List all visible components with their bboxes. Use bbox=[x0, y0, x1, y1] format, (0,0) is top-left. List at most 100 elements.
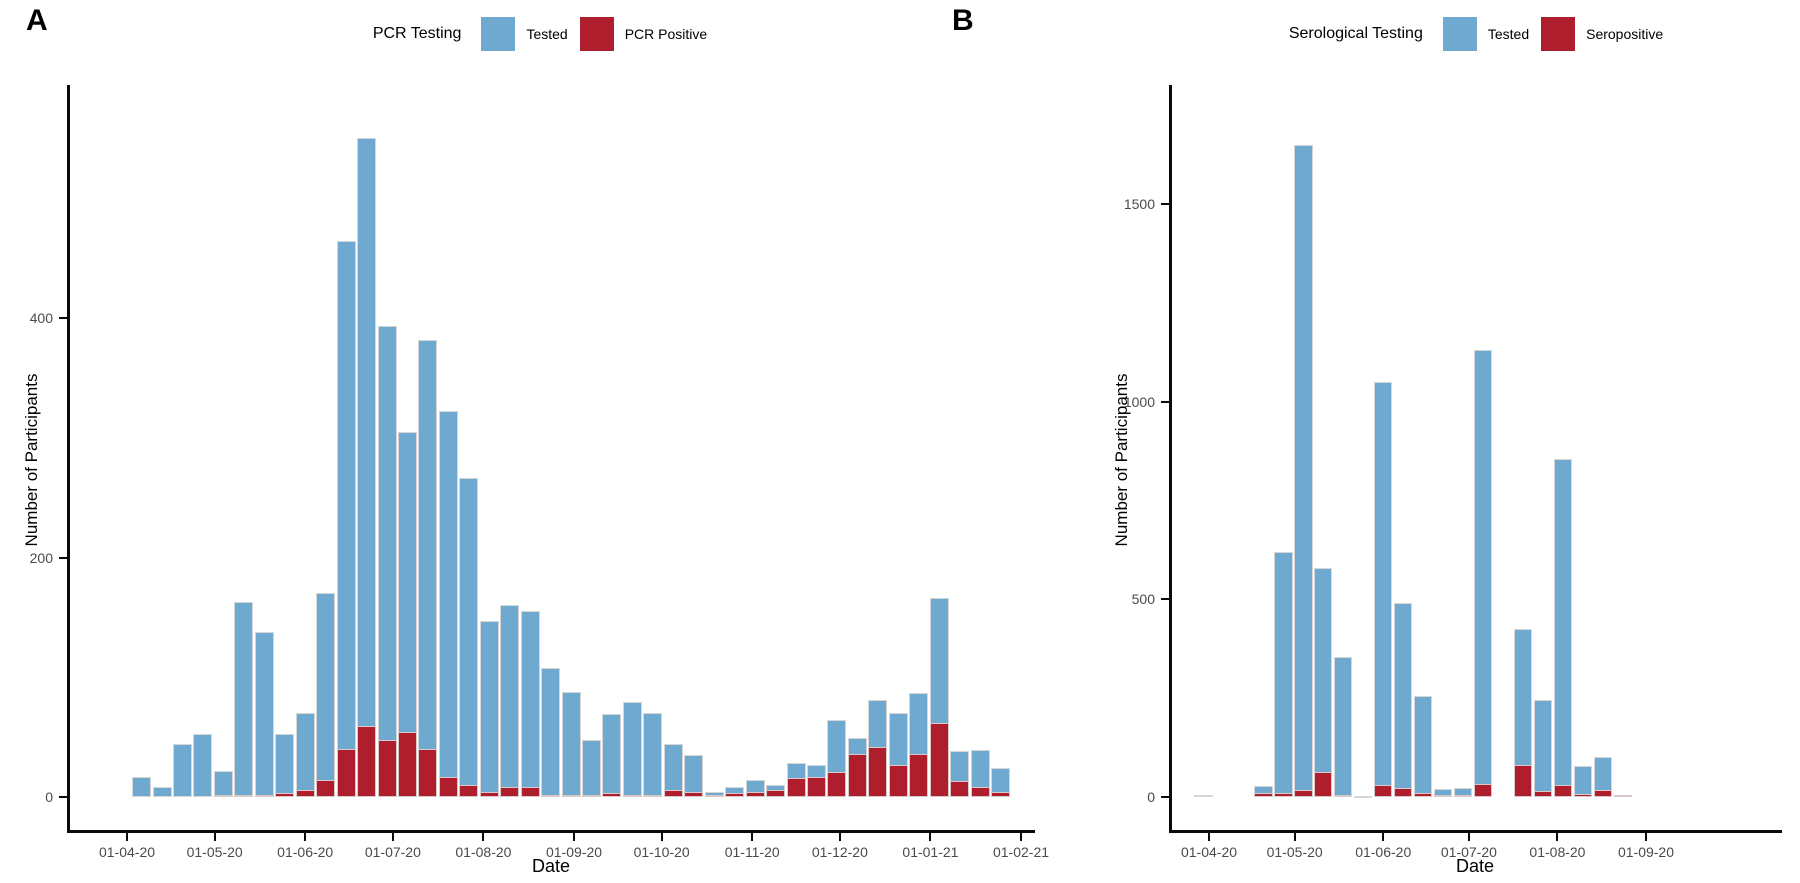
tested-bar bbox=[213, 770, 233, 797]
positive-segment bbox=[806, 776, 826, 797]
x-axis-tick-label: 01-08-20 bbox=[455, 844, 512, 860]
tested-bar bbox=[806, 764, 826, 797]
tested-bar bbox=[193, 733, 213, 797]
x-axis-tick-label: 01-08-20 bbox=[1529, 844, 1586, 860]
tested-bar bbox=[991, 768, 1011, 797]
x-axis-line bbox=[67, 830, 1035, 833]
y-axis-tick bbox=[59, 317, 67, 319]
tested-bar bbox=[234, 601, 254, 797]
x-axis-tick-label: 01-09-20 bbox=[1617, 844, 1674, 860]
y-axis-tick bbox=[59, 556, 67, 559]
tested-bar bbox=[500, 605, 520, 797]
tested-bar bbox=[868, 700, 888, 797]
tested-bar bbox=[929, 598, 949, 797]
positive-segment bbox=[827, 771, 847, 797]
x-axis-tick-label: 01-05-20 bbox=[186, 844, 243, 860]
x-axis-tick-label: 01-10-20 bbox=[633, 844, 690, 860]
tested-bar bbox=[847, 738, 867, 797]
panel-b-legend: Serological Testing Tested Seropositive bbox=[1176, 14, 1776, 54]
positive-segment bbox=[336, 749, 356, 797]
positive-segment bbox=[438, 776, 458, 797]
positive-segment bbox=[929, 722, 949, 797]
x-axis-tick bbox=[838, 832, 841, 841]
tested-bar bbox=[152, 787, 172, 797]
tested-bar bbox=[520, 611, 540, 797]
tested-bar bbox=[275, 733, 295, 797]
tested-bar bbox=[909, 692, 929, 797]
tested-bar bbox=[1513, 628, 1533, 797]
tested-bar bbox=[1393, 603, 1413, 797]
x-axis-tick bbox=[213, 832, 216, 841]
positive-segment bbox=[520, 787, 540, 797]
x-axis-tick-label: 01-11-20 bbox=[724, 844, 780, 860]
positive-segment bbox=[786, 777, 806, 797]
x-axis-tick-label: 01-07-20 bbox=[364, 844, 421, 860]
positive-segment bbox=[909, 753, 929, 797]
x-axis-tick bbox=[751, 832, 754, 841]
legend-title: Serological Testing bbox=[1288, 25, 1423, 42]
tested-bar bbox=[295, 713, 315, 797]
tested-bar bbox=[1533, 700, 1553, 797]
x-axis-tick bbox=[1556, 832, 1559, 841]
tested-bar bbox=[1453, 787, 1473, 797]
positive-segment bbox=[847, 753, 867, 797]
positive-segment bbox=[275, 793, 295, 797]
positive-segment bbox=[1553, 785, 1573, 797]
positive-segment bbox=[970, 787, 990, 797]
tested-bar bbox=[950, 751, 970, 797]
tested-bar bbox=[1553, 459, 1573, 797]
panel-a-label: A bbox=[26, 4, 48, 37]
tested-bar bbox=[316, 593, 336, 797]
positive-segment bbox=[704, 794, 724, 797]
tested-bar bbox=[704, 792, 724, 797]
y-axis-tick-label: 1000 bbox=[1123, 393, 1155, 410]
y-axis-line bbox=[1169, 85, 1172, 830]
legend-label: Tested bbox=[1487, 26, 1530, 42]
tested-bar bbox=[397, 431, 417, 797]
legend-item: Tested bbox=[481, 17, 568, 51]
tested-bar bbox=[254, 631, 274, 797]
tested-bar bbox=[1573, 766, 1593, 797]
tested-bar bbox=[1313, 567, 1333, 797]
positive-segment bbox=[316, 780, 336, 797]
tested-bar bbox=[622, 702, 642, 797]
tested-bar bbox=[336, 241, 356, 797]
x-axis-tick bbox=[573, 832, 575, 841]
x-axis-tick-label: 01-04-20 bbox=[1180, 844, 1238, 860]
legend-swatch-tested bbox=[481, 17, 516, 51]
panel-b-x-axis-title: Date bbox=[1455, 856, 1495, 876]
y-axis-tick bbox=[1161, 400, 1169, 403]
positive-segment bbox=[1593, 790, 1613, 797]
tested-bar bbox=[173, 744, 192, 797]
x-axis-tick bbox=[1293, 832, 1296, 841]
panel-b-label: B bbox=[952, 4, 974, 37]
tested-bar bbox=[970, 750, 990, 797]
tested-bar bbox=[582, 739, 602, 797]
tested-bar bbox=[888, 713, 908, 797]
panel-a-x-axis-title: Date bbox=[531, 856, 571, 876]
tested-bar bbox=[827, 720, 847, 797]
legend-label: Tested bbox=[526, 26, 568, 42]
positive-segment bbox=[1513, 765, 1533, 797]
positive-segment bbox=[663, 789, 683, 797]
x-axis-tick bbox=[929, 832, 932, 841]
tested-bar bbox=[132, 776, 152, 797]
x-axis-line bbox=[1169, 830, 1782, 833]
positive-segment bbox=[766, 789, 786, 797]
tested-bar bbox=[1194, 795, 1213, 798]
positive-segment bbox=[745, 792, 765, 797]
legend-label: PCR Positive bbox=[624, 26, 708, 42]
positive-segment bbox=[1453, 794, 1473, 797]
positive-segment bbox=[1313, 772, 1333, 797]
x-axis-tick-label: 01-06-20 bbox=[1355, 844, 1412, 860]
tested-bar bbox=[725, 787, 745, 797]
x-axis-tick bbox=[391, 832, 394, 841]
positive-segment bbox=[234, 794, 254, 797]
positive-segment bbox=[254, 794, 274, 797]
x-axis-tick-label: 01-01-21 bbox=[902, 844, 959, 860]
positive-segment bbox=[725, 793, 745, 797]
x-axis-tick bbox=[482, 832, 485, 841]
positive-segment bbox=[622, 794, 642, 797]
positive-segment bbox=[643, 794, 663, 797]
positive-segment bbox=[1413, 792, 1433, 797]
